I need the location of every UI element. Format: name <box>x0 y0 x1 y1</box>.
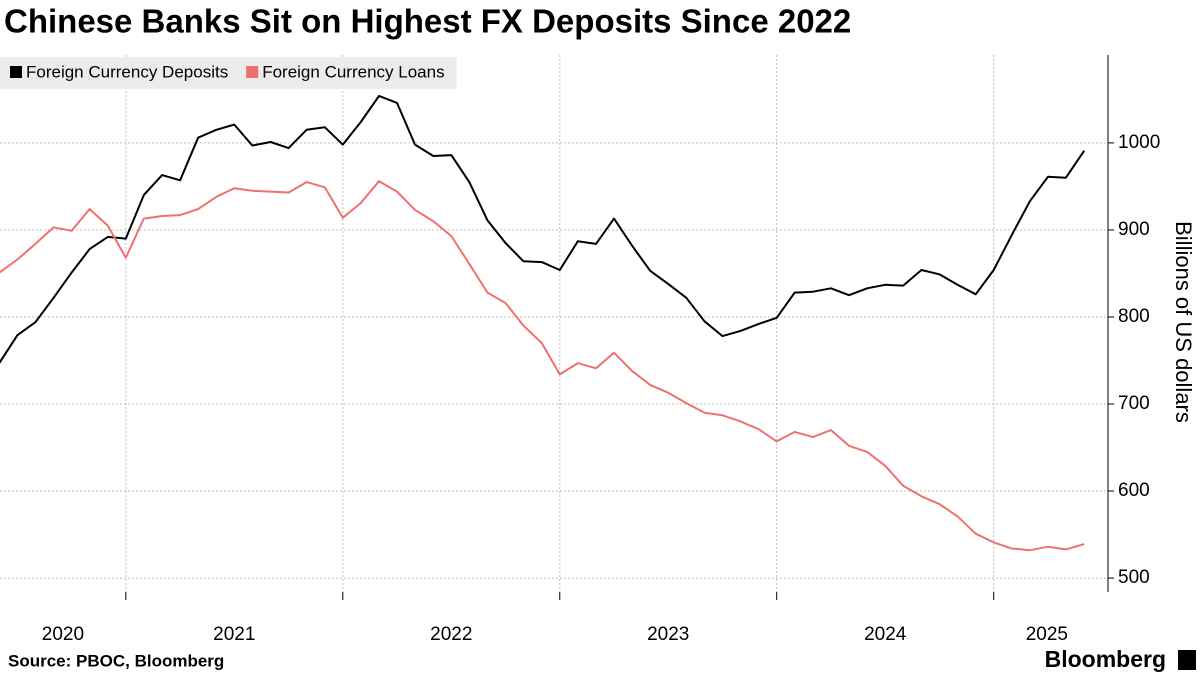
y-axis-label: Billions of US dollars <box>1171 221 1196 423</box>
x-tick-label: 2020 <box>42 624 84 645</box>
x-tick-label: 2022 <box>430 624 472 645</box>
x-tick-label: 2025 <box>1026 624 1068 645</box>
y-tick-label: 500 <box>1118 567 1150 588</box>
brand-icon <box>1178 650 1196 670</box>
x-tick-label: 2024 <box>864 624 907 645</box>
y-tick-label: 600 <box>1118 480 1150 501</box>
legend-swatch <box>246 66 259 78</box>
series-line <box>0 94 1086 364</box>
y-tick-label: 800 <box>1118 306 1150 327</box>
brand: Bloomberg <box>1045 646 1166 672</box>
chart-title: Chinese Banks Sit on Highest FX Deposits… <box>4 3 851 40</box>
source: Source: PBOC, Bloomberg <box>8 651 224 670</box>
y-tick-label: 1000 <box>1118 132 1160 153</box>
x-tick-label: 2021 <box>213 624 255 645</box>
legend-label: Foreign Currency Deposits <box>26 62 228 81</box>
legend-swatch <box>10 66 22 78</box>
series-line <box>0 180 1085 552</box>
x-tick-label: 2023 <box>647 624 689 645</box>
legend-label: Foreign Currency Loans <box>262 62 444 81</box>
legend-background <box>0 57 457 89</box>
legend: Foreign Currency Deposits Foreign Currenc… <box>0 57 457 89</box>
y-tick-label: 900 <box>1118 219 1150 240</box>
y-tick-label: 700 <box>1118 393 1150 414</box>
